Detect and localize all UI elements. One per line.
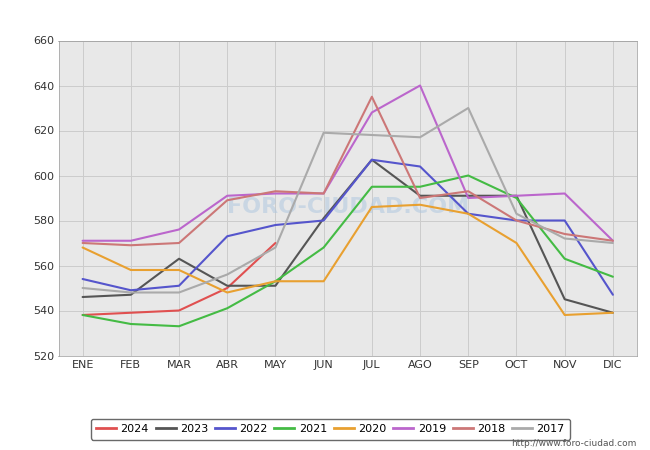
Text: FORO-CIUDAD.COM: FORO-CIUDAD.COM bbox=[227, 198, 469, 217]
Text: Afiliados en Carrizo a 31/5/2024: Afiliados en Carrizo a 31/5/2024 bbox=[203, 9, 447, 24]
Text: http://www.foro-ciudad.com: http://www.foro-ciudad.com bbox=[512, 439, 637, 448]
Legend: 2024, 2023, 2022, 2021, 2020, 2019, 2018, 2017: 2024, 2023, 2022, 2021, 2020, 2019, 2018… bbox=[90, 418, 570, 440]
